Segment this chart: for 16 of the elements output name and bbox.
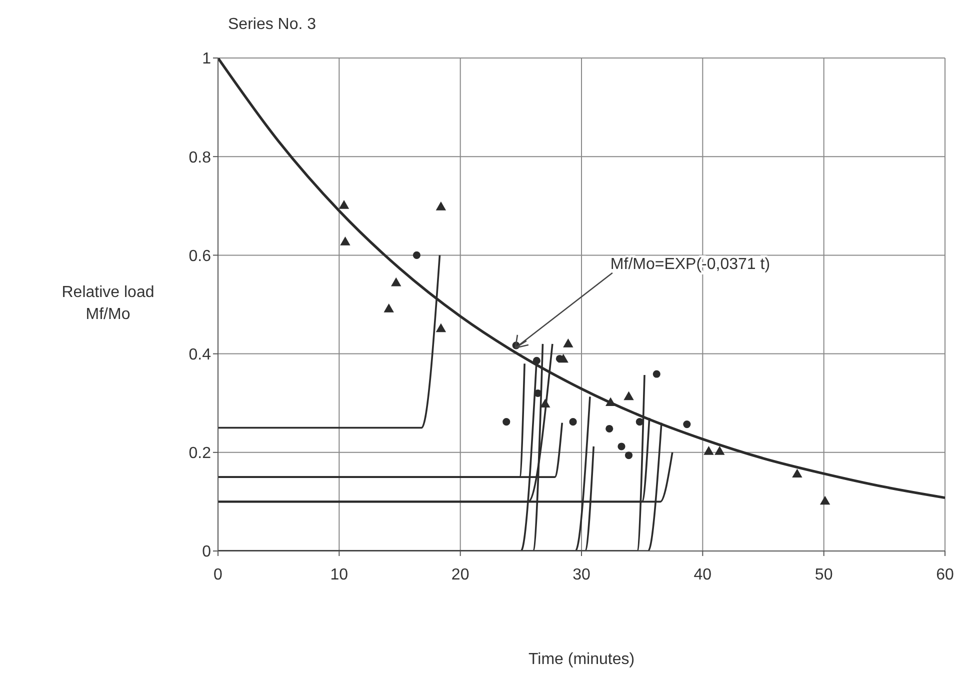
y-tick-label: 0.4 xyxy=(188,346,212,364)
y-tick-label: 0.8 xyxy=(188,149,212,166)
x-tick-label: 10 xyxy=(330,566,348,584)
x-tick-label: 50 xyxy=(814,566,833,584)
chart-title: Series No. 3 xyxy=(228,16,316,34)
x-tick-label: 20 xyxy=(451,566,470,584)
x-tick-label: 0 xyxy=(214,566,223,584)
x-tick-label: 60 xyxy=(936,566,954,584)
y-tick-label: 0 xyxy=(202,544,212,561)
y-tick-label: 0.2 xyxy=(188,445,212,462)
y-tick-label: 0.6 xyxy=(188,248,212,265)
x-tick-label: 40 xyxy=(694,566,712,584)
y-tick-label: 1 xyxy=(202,50,212,68)
y-axis-title: Relative load Mf/Mo xyxy=(60,282,156,325)
x-tick-label: 30 xyxy=(572,566,590,584)
x-axis-title: Time (minutes) xyxy=(527,651,636,669)
